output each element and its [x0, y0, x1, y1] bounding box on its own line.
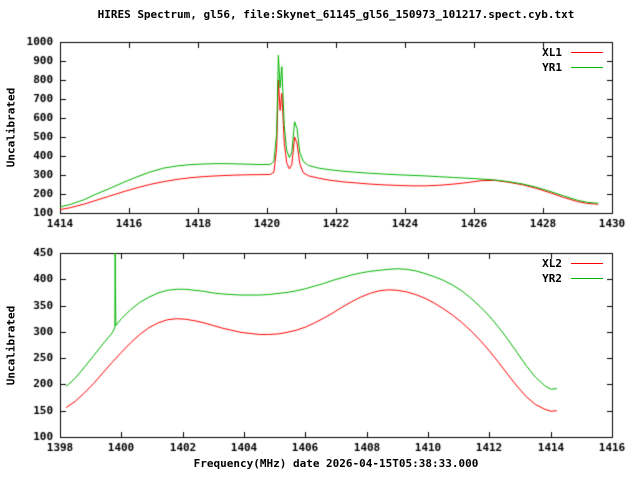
legend-entry-yr2: YR2: [542, 271, 603, 285]
legend-label-xl1: XL1: [542, 45, 562, 59]
chart-title: HIRES Spectrum, gl56, file:Skynet_61145_…: [97, 8, 575, 21]
legend-label-yr2: YR2: [542, 271, 562, 285]
y-axis-label-top-chart: Uncalibrated: [4, 87, 18, 168]
legend-bottom-chart: XL2 YR2: [542, 256, 603, 285]
legend-line-sample-xl1: [571, 51, 603, 53]
y-axis-label-bottom-chart: Uncalibrated: [4, 305, 18, 386]
legend-entry-yr1: YR1: [542, 60, 603, 74]
legend-label-xl2: XL2: [542, 256, 562, 270]
legend-line-sample-yr1: [571, 66, 603, 68]
legend-line-sample-yr2: [571, 277, 603, 279]
x-axis-label: Frequency(MHz) date 2026-04-15T05:38:33.…: [193, 457, 479, 470]
legend-entry-xl1: XL1: [542, 45, 603, 59]
legend-entry-xl2: XL2: [542, 256, 603, 270]
legend-label-yr1: YR1: [542, 60, 562, 74]
legend-top-chart: XL1 YR1: [542, 45, 603, 74]
legend-line-sample-xl2: [571, 262, 603, 264]
